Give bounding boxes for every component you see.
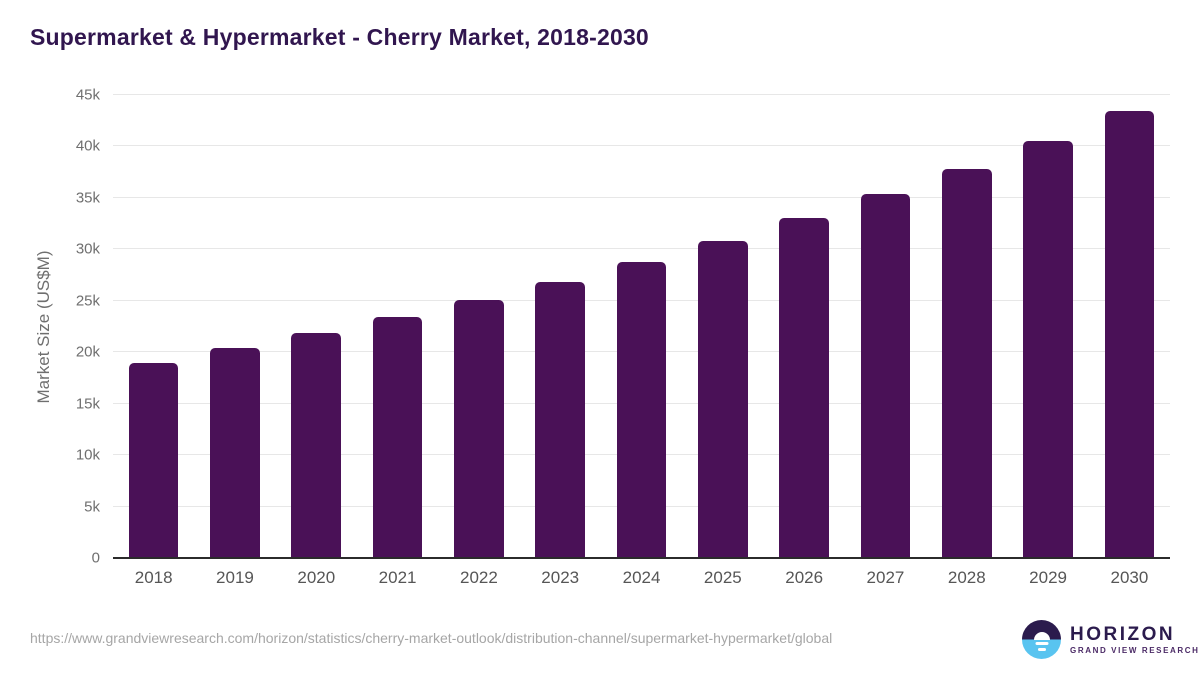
bar-2020[interactable] — [291, 332, 342, 558]
x-axis-labels: 2018 2019 2020 2021 2022 2023 2024 2025 2026 2027… — [113, 568, 1170, 588]
bar-slot — [438, 95, 519, 558]
y-tick-label: 40k — [75, 137, 100, 155]
bar-2030[interactable] — [1104, 110, 1155, 558]
y-tick-label: 10k — [75, 446, 100, 464]
logo-subbrand: GRAND VIEW RESEARCH — [1070, 645, 1200, 655]
bar-2022[interactable] — [454, 300, 504, 558]
bar-slot — [1089, 95, 1170, 558]
sun-reflection-line — [1035, 642, 1048, 645]
x-tick-label: 2029 — [1029, 568, 1067, 587]
x-tick-label: 2027 — [866, 568, 905, 587]
sun-reflection-line — [1037, 647, 1046, 651]
x-tick-label: 2030 — [1110, 568, 1149, 587]
x-tick-label: 2018 — [134, 568, 173, 587]
bar-2021[interactable] — [372, 316, 423, 558]
bar-2024[interactable] — [616, 262, 667, 558]
source-url: https://www.grandviewresearch.com/horizo… — [30, 630, 833, 646]
y-tick-label: 25k — [75, 292, 100, 310]
y-tick-label: 20k — [75, 343, 100, 361]
y-tick-label: 15k — [75, 395, 100, 413]
bar-2026[interactable] — [779, 217, 829, 558]
x-tick-label: 2021 — [378, 568, 417, 587]
gridline — [113, 145, 1170, 147]
bar-slot — [682, 95, 763, 558]
x-tick-label: 2019 — [216, 568, 254, 587]
bar-slot — [194, 95, 275, 558]
bar-slot — [357, 95, 438, 558]
bar-slot — [845, 95, 926, 558]
bar-2018[interactable] — [128, 362, 179, 558]
bar-2027[interactable] — [860, 194, 911, 558]
y-tick-label: 45k — [75, 86, 100, 104]
bars-container — [113, 95, 1170, 558]
bar-slot — [276, 95, 357, 558]
x-tick-label: 2026 — [785, 568, 824, 587]
gridline — [113, 196, 1170, 198]
sun-shape — [1033, 631, 1050, 640]
bar-slot — [1007, 95, 1088, 558]
plot-area — [113, 94, 1170, 559]
x-tick-label: 2022 — [459, 568, 498, 587]
x-axis-line — [113, 557, 1170, 559]
bar-slot — [764, 95, 845, 558]
bar-2025[interactable] — [698, 241, 748, 558]
horizon-logo: HORIZON GRAND VIEW RESEARCH — [1022, 620, 1200, 659]
bar-slot — [601, 95, 682, 558]
y-tick-label: 5k — [84, 498, 100, 516]
bar-2023[interactable] — [535, 281, 586, 558]
x-tick-label: 2023 — [541, 568, 580, 587]
x-tick-label: 2028 — [947, 568, 986, 587]
bar-slot — [926, 95, 1007, 558]
y-tick-label: 0 — [91, 549, 100, 567]
chart-title: Supermarket & Hypermarket - Cherry Marke… — [30, 24, 649, 50]
gridline — [113, 248, 1170, 250]
bar-slot — [520, 95, 601, 558]
gridline — [113, 94, 1170, 95]
bar-2019[interactable] — [210, 348, 260, 558]
x-tick-label: 2024 — [622, 568, 661, 587]
y-axis-ticks: 0 5k 10k 15k 20k 25k 30k 35k 40k 45k — [0, 87, 100, 567]
bar-2028[interactable] — [941, 169, 992, 558]
logo-brand: HORIZON — [1070, 623, 1176, 645]
bar-slot — [113, 95, 194, 558]
y-tick-label: 30k — [75, 240, 100, 258]
y-tick-label: 35k — [75, 189, 100, 207]
logo-text: HORIZON GRAND VIEW RESEARCH — [1070, 625, 1200, 655]
x-tick-label: 2025 — [703, 568, 742, 587]
horizon-sun-icon — [1022, 620, 1061, 659]
bar-2029[interactable] — [1023, 140, 1073, 558]
x-tick-label: 2020 — [297, 568, 336, 587]
